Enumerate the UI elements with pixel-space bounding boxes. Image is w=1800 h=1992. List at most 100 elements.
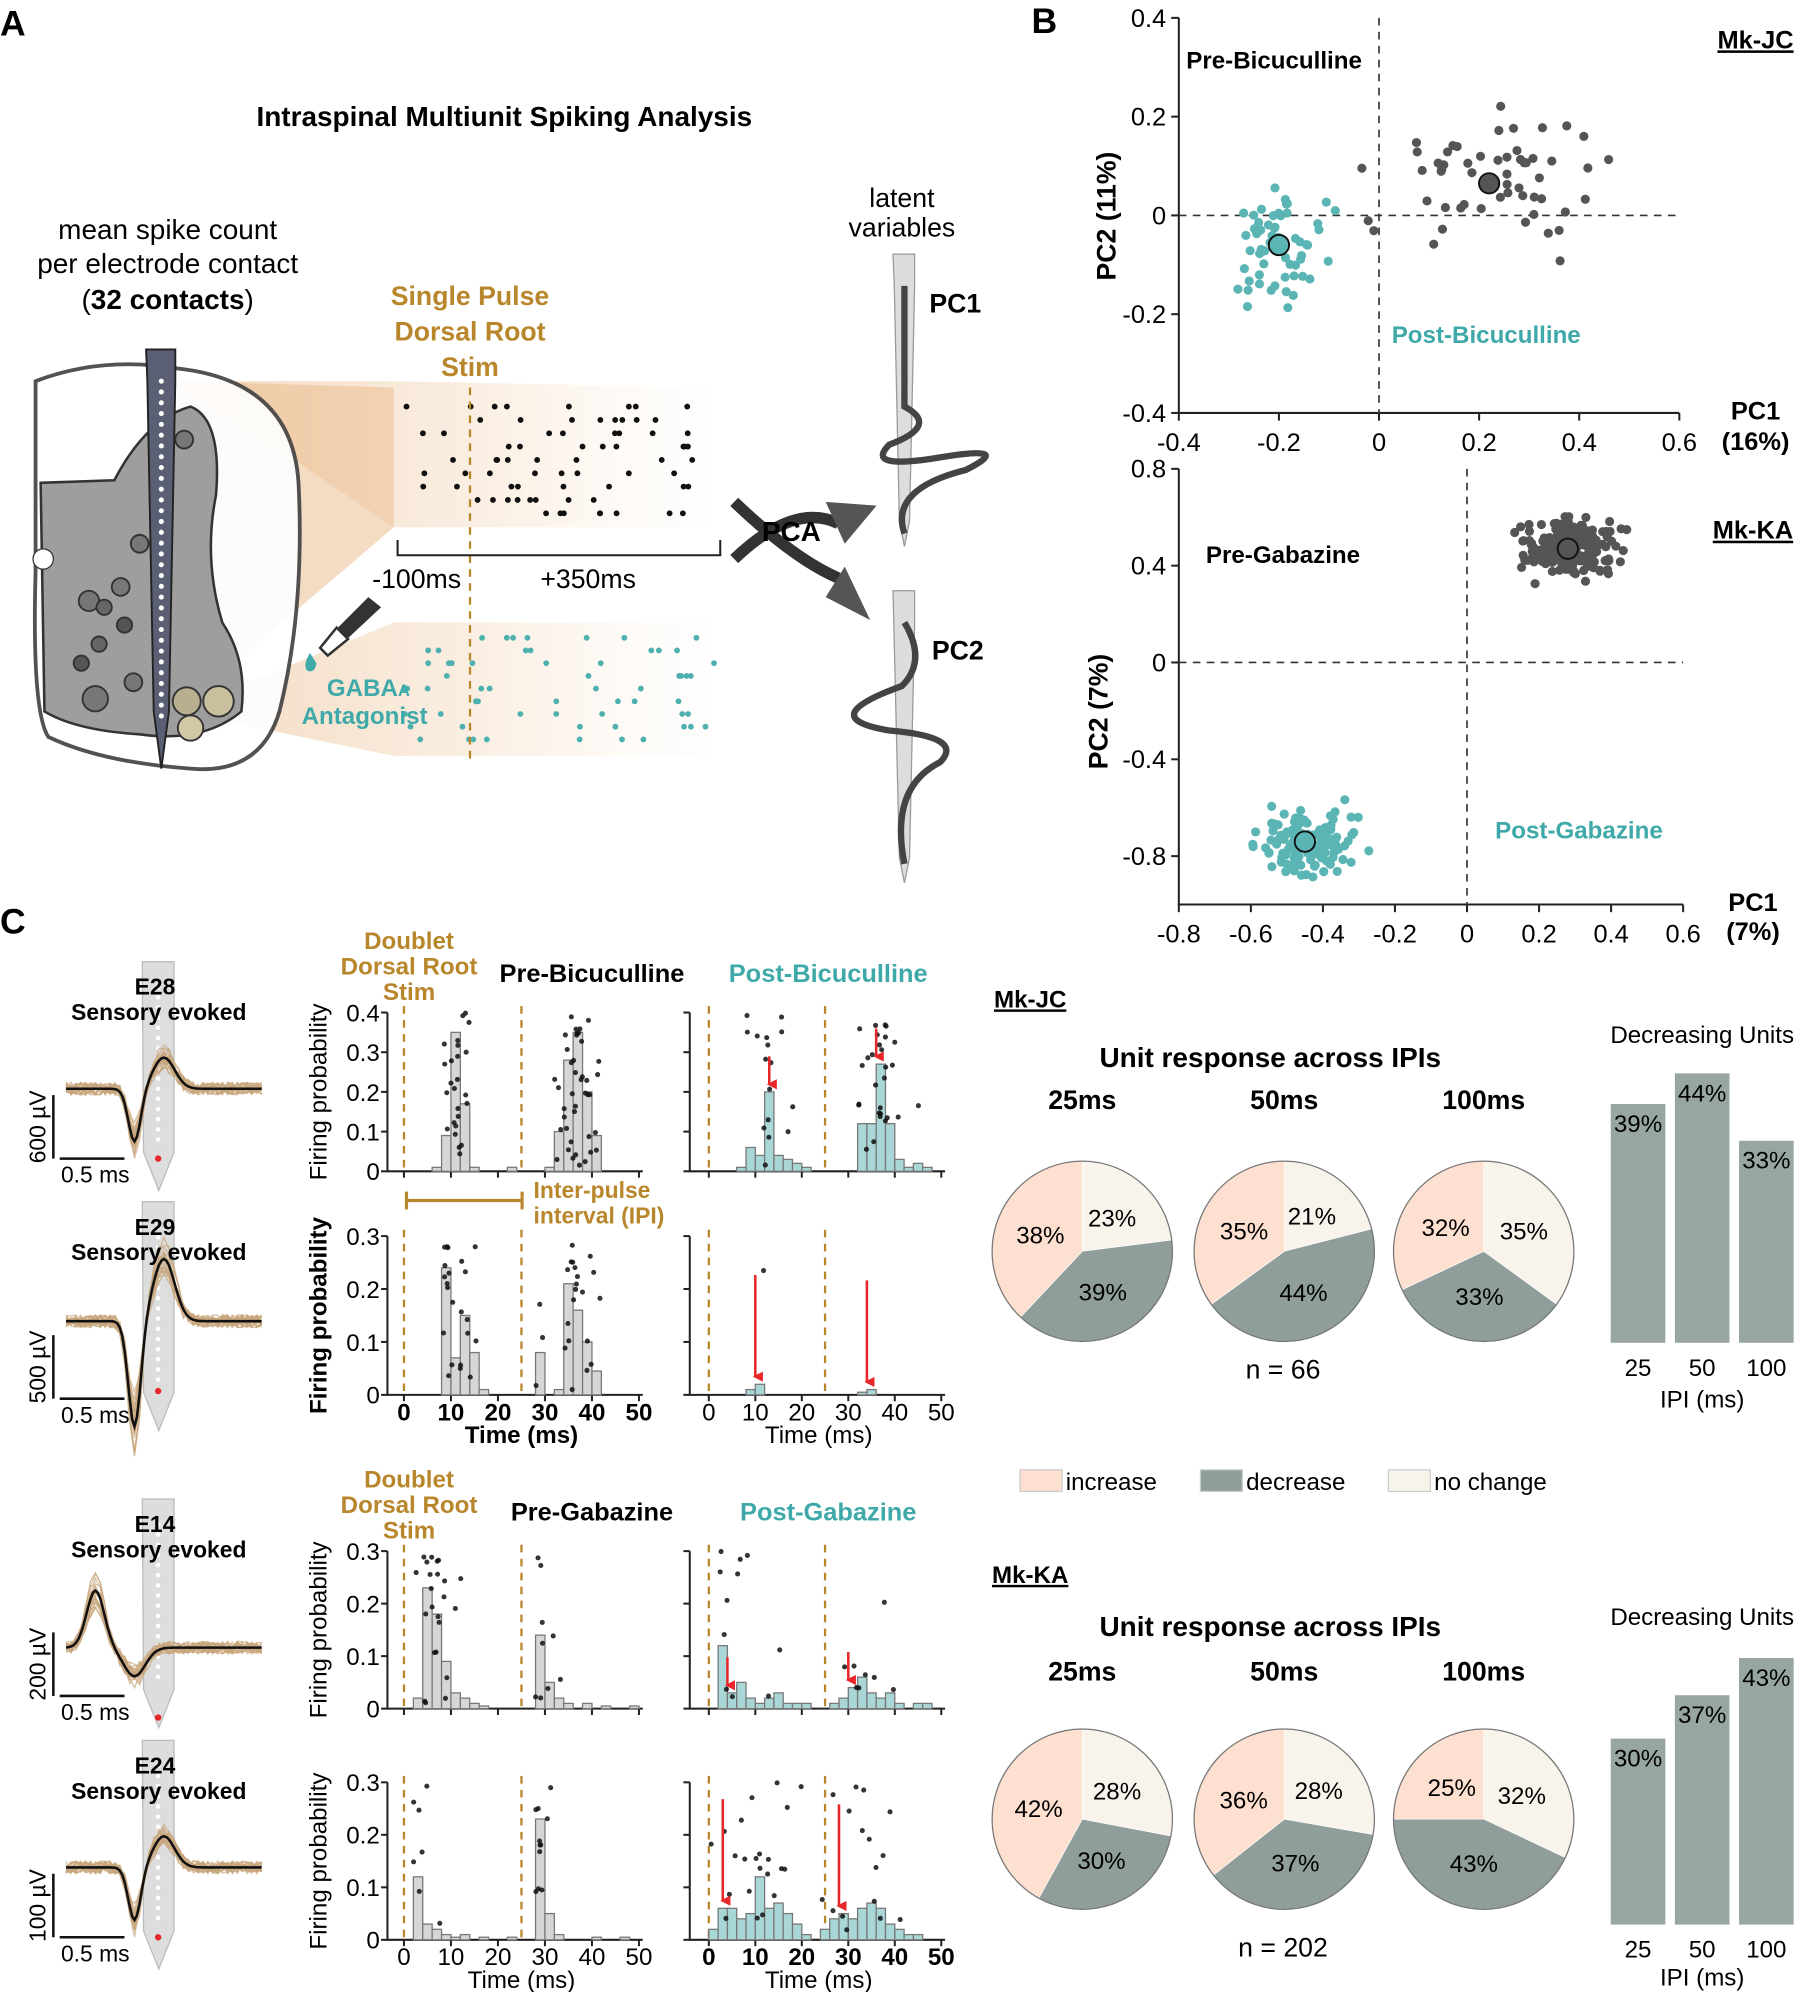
spike-dot <box>574 470 581 477</box>
spike-dot <box>612 723 619 730</box>
hist-bar <box>431 1928 443 1941</box>
spike-dot <box>568 1139 574 1145</box>
data-point <box>1267 862 1277 872</box>
spike-dot <box>569 417 575 423</box>
pies-mk-ka: Mk-KA Unit response across IPIs n = 202 25m… <box>991 1562 1575 1962</box>
data-point <box>1363 216 1373 226</box>
data-point <box>1346 857 1356 867</box>
hist-bar <box>856 1907 868 1941</box>
spike-dot <box>877 1915 883 1921</box>
data-point <box>1346 812 1356 822</box>
legend-swatch-increase <box>1019 1469 1063 1493</box>
contact-dot <box>155 1583 161 1588</box>
centroid-point <box>1478 172 1501 195</box>
spike-dot <box>857 1026 863 1032</box>
x-tick-label: 100 <box>1746 1355 1786 1382</box>
spike-dot <box>562 1032 568 1038</box>
spike-dot <box>583 634 590 641</box>
pie-25ms: 25ms 23% 39% 38% <box>991 1085 1174 1343</box>
hist-bar <box>563 1702 574 1710</box>
spike-dot <box>724 1597 730 1603</box>
data-point <box>1243 285 1253 295</box>
spike-dot <box>514 497 521 503</box>
spike-dot <box>420 483 427 490</box>
spike-dot <box>565 1267 571 1273</box>
spike-dot <box>435 1571 441 1577</box>
data-point <box>1314 225 1324 235</box>
electrode-label: E28 <box>135 974 176 1000</box>
data-point <box>1276 211 1286 221</box>
panel-label-c: C <box>0 902 26 942</box>
spike-dot <box>830 1908 836 1914</box>
data-point <box>1475 151 1486 161</box>
hist-bar <box>791 1923 803 1941</box>
spike-dot <box>436 1619 442 1625</box>
data-point <box>1508 123 1519 133</box>
y-tick-label: 0 <box>1152 649 1166 677</box>
y-tick-label: -0.2 <box>1122 301 1166 329</box>
time-scale-label: 0.5 ms <box>61 1940 130 1966</box>
data-point <box>1537 123 1548 133</box>
x-tick-label: 10 <box>742 1944 769 1971</box>
spike-dot <box>565 497 572 503</box>
spike-dot <box>765 1117 771 1123</box>
pc2-probe <box>851 590 950 884</box>
spike-dot <box>455 1106 461 1112</box>
spike-dot <box>573 1026 579 1032</box>
pie-outline <box>1193 1728 1376 1910</box>
spike-dot <box>538 1695 544 1701</box>
hist-bar <box>782 1702 794 1710</box>
spike-dot <box>680 443 687 450</box>
spike-dot <box>442 1274 448 1280</box>
gray-matter <box>39 405 244 738</box>
spike-dot <box>544 1816 550 1822</box>
data-point <box>1440 202 1450 213</box>
spike-dot <box>425 660 432 667</box>
spike-dot <box>504 497 511 503</box>
spike-dot <box>452 1131 458 1137</box>
pies-mk-jc: Mk-JC Unit response across IPIs n = 66 25ms… <box>991 986 1575 1384</box>
spike-dot <box>588 1361 594 1367</box>
contact-dot <box>155 1562 161 1568</box>
hist-bar <box>534 1818 546 1941</box>
legend-label: no change <box>1434 1469 1547 1496</box>
slice-label: 36% <box>1220 1787 1268 1814</box>
subject-label: Mk-JC <box>1717 26 1793 54</box>
contacts-count: (32 contacts) <box>81 284 253 315</box>
centroid-point <box>1293 830 1317 853</box>
spike-dot <box>679 510 686 517</box>
spike-dot <box>464 1100 470 1107</box>
x-tick-label: -0.4 <box>1157 429 1201 457</box>
spike-dot <box>572 1070 578 1076</box>
hist-bar <box>450 1692 461 1710</box>
scatter-mk-jc: -0.4 -0.2 0 0.2 0.4 0.6 -0.4 -0.2 0 0.2 0.4 Pre-Bic… <box>1091 5 1793 457</box>
contact-dot <box>158 648 164 654</box>
contact-dot <box>158 475 164 481</box>
spike-dot <box>435 647 442 654</box>
spike-dot <box>584 1338 590 1344</box>
spike-dot <box>465 1330 471 1336</box>
slice-label: 38% <box>1016 1223 1064 1250</box>
data-point <box>1340 795 1350 805</box>
y-tick-label: 0.4 <box>1131 553 1166 581</box>
data-point <box>1330 206 1340 216</box>
data-point <box>1254 270 1264 280</box>
voltage-scale-label: 200 µV <box>25 1627 51 1701</box>
spike-dot <box>718 1548 724 1555</box>
spike-dot <box>416 1807 422 1813</box>
spike-dot <box>442 1578 448 1584</box>
spike-dot <box>413 1570 419 1576</box>
svg-text:Doublet: Doublet <box>364 928 454 955</box>
spike-dot <box>527 647 534 654</box>
spike-dot <box>466 1019 472 1026</box>
contact-dot <box>158 378 164 384</box>
hist-bar <box>754 1383 766 1396</box>
spike-dot <box>684 430 691 437</box>
spike-dot <box>744 1012 750 1019</box>
spike-dot <box>572 1265 578 1271</box>
x-axis-label: PC1 <box>1731 397 1780 425</box>
contact-dot <box>155 1116 161 1122</box>
contact-dot <box>158 421 164 427</box>
data-point <box>1251 827 1261 837</box>
